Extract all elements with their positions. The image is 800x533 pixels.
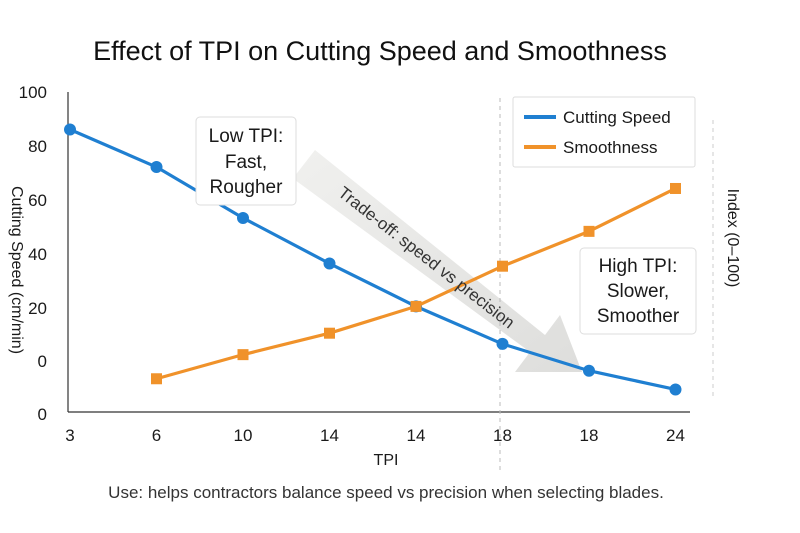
series-line-cutting-speed [69, 128, 676, 392]
high-tpi-box [579, 247, 697, 335]
legend-box [512, 96, 696, 168]
legend: Cutting Speed Smoothness [512, 96, 696, 168]
secondary-y-axis-label: Index (0–100) [724, 189, 741, 288]
low-tpi-annotation: Low TPI: Fast, Rougher [195, 116, 297, 206]
y-axis-label: Cutting Speed (cm/min) [8, 186, 25, 354]
legend-label-cutting-speed: Cutting Speed [563, 108, 671, 127]
x-tick-label: 24 [666, 426, 685, 445]
x-tick-label: 14 [407, 426, 426, 445]
high-tpi-line-2: Slower, [607, 281, 669, 302]
x-tick-labels: 3 6 10 14 14 18 18 24 [65, 426, 685, 445]
chart-title: Effect of TPI on Cutting Speed and Smoot… [93, 36, 667, 66]
tradeoff-arrow [280, 150, 582, 372]
data-point-smoothness [410, 300, 422, 312]
data-point-cutting-speed [64, 123, 76, 136]
data-point-cutting-speed [583, 364, 595, 377]
data-point-smoothness [583, 225, 595, 237]
data-point-smoothness [497, 260, 508, 272]
low-tpi-line-1: Low TPI: [209, 126, 284, 147]
data-point-cutting-speed [150, 161, 163, 174]
y-tick-label: 40 [28, 245, 47, 264]
high-tpi-line-3: Smoother [597, 306, 680, 327]
y-tick-label: 20 [28, 299, 47, 318]
x-tick-label: 18 [493, 426, 512, 445]
y-tick-label: 60 [28, 191, 47, 210]
series-layer [64, 123, 682, 396]
data-point-smoothness [670, 182, 681, 194]
high-tpi-annotation: High TPI: Slower, Smoother [579, 247, 697, 335]
x-tick-label: 10 [234, 426, 253, 445]
chart-caption: Use: helps contractors balance speed vs … [108, 483, 664, 502]
y-tick-label: 100 [19, 83, 47, 102]
x-tick-label: 3 [65, 426, 74, 445]
low-tpi-box [195, 116, 297, 206]
legend-label-smoothness: Smoothness [563, 138, 658, 157]
data-point-cutting-speed [496, 337, 509, 350]
data-point-cutting-speed [669, 383, 682, 396]
data-point-smoothness [237, 349, 249, 361]
y-tick-labels: 100 80 60 40 20 0 0 [19, 83, 47, 424]
low-tpi-line-2: Fast, [225, 152, 267, 173]
x-axis-label: TPI [374, 452, 399, 469]
data-point-cutting-speed [323, 257, 336, 270]
data-point-smoothness [324, 327, 335, 339]
high-tpi-line-1: High TPI: [599, 256, 678, 277]
x-tick-label: 14 [320, 426, 339, 445]
y-tick-label: 80 [28, 137, 47, 156]
y-tick-label: 0 [38, 352, 47, 371]
y-tick-label: 0 [38, 405, 47, 424]
x-tick-label: 18 [580, 426, 599, 445]
low-tpi-line-3: Rougher [210, 177, 284, 198]
data-point-cutting-speed [237, 211, 249, 224]
x-tick-label: 6 [152, 426, 161, 445]
data-point-smoothness [151, 373, 162, 385]
